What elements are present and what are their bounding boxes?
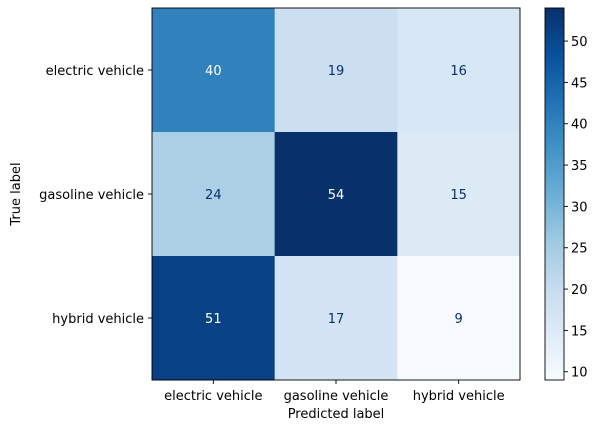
cell-value-label: 15 — [450, 188, 467, 203]
heatmap-cell — [274, 132, 398, 257]
colorbar-tick-label: 20 — [571, 283, 588, 298]
x-tick-label: gasoline vehicle — [284, 389, 389, 404]
colorbar-gradient — [544, 7, 565, 381]
heatmap-cell — [274, 8, 398, 133]
cell-value-label: 51 — [205, 312, 222, 327]
cell-value-label: 19 — [328, 64, 345, 79]
heatmap-cell — [397, 132, 521, 257]
x-axis-label: Predicted label — [288, 407, 385, 422]
heatmap-cell — [152, 256, 276, 381]
cell-value-label: 24 — [205, 188, 222, 203]
y-axis-label: True label — [9, 162, 24, 226]
y-tick-label: electric vehicle — [46, 64, 144, 79]
heatmap-cell — [397, 8, 521, 133]
x-tick-label: electric vehicle — [164, 389, 262, 404]
heatmap-cell — [397, 256, 521, 381]
cell-value-label: 9 — [455, 312, 463, 327]
colorbar-tick-label: 40 — [571, 118, 588, 133]
colorbar: 10 15 20 25 30 35 40 45 50 — [544, 7, 588, 381]
heatmap-cells: 40 19 16 24 54 15 51 17 9 — [152, 8, 521, 381]
cell-value-label: 17 — [328, 312, 345, 327]
colorbar-ticks: 10 15 20 25 30 35 40 45 50 — [564, 35, 588, 381]
x-axis: electric vehicle gasoline vehicle hybrid v… — [164, 380, 505, 404]
cell-value-label: 54 — [328, 188, 345, 203]
colorbar-tick-label: 35 — [571, 159, 588, 174]
cell-value-label: 40 — [205, 64, 222, 79]
heatmap-cell — [274, 256, 398, 381]
y-tick-label: hybrid vehicle — [52, 312, 144, 327]
colorbar-tick-label: 10 — [571, 366, 588, 381]
colorbar-tick-label: 50 — [571, 35, 588, 50]
heatmap-cell — [152, 8, 276, 133]
heatmap-cell — [152, 132, 276, 257]
colorbar-tick-label: 15 — [571, 324, 588, 339]
y-axis: electric vehicle gasoline vehicle hybrid v… — [39, 64, 152, 327]
cell-value-label: 16 — [450, 64, 467, 79]
colorbar-tick-label: 25 — [571, 242, 588, 257]
x-tick-label: hybrid vehicle — [413, 389, 505, 404]
colorbar-tick-label: 45 — [571, 76, 588, 91]
colorbar-tick-label: 30 — [571, 200, 588, 215]
y-tick-label: gasoline vehicle — [39, 188, 144, 203]
